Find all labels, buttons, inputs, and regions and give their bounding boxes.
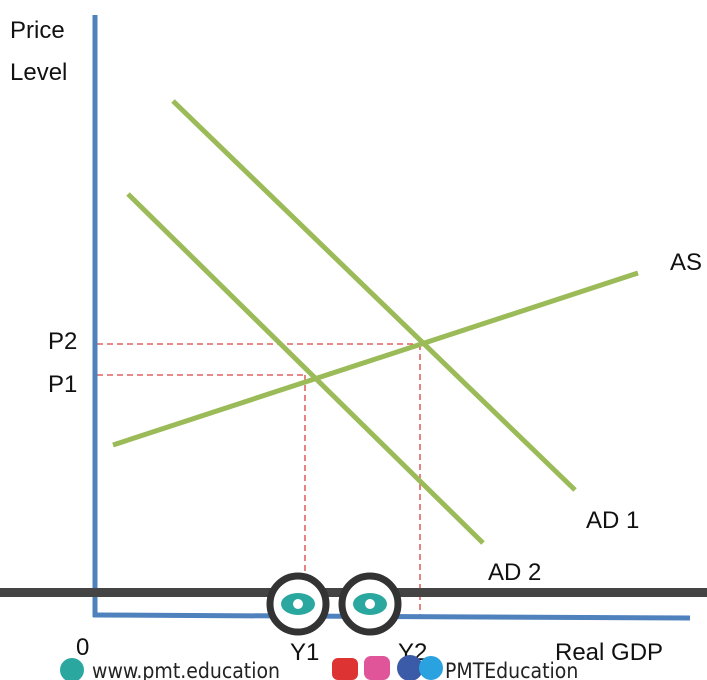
curves	[113, 101, 638, 543]
twitter-icon	[419, 656, 443, 680]
curve-label: AD 2	[488, 559, 541, 586]
y-axis-label: Price	[10, 17, 65, 44]
instagram-icon	[364, 656, 390, 680]
cursor-icon	[60, 658, 84, 680]
diagram: Price Level P2 P1 AS AD 1 AD 2 0 Y1 Y2 R…	[0, 0, 707, 680]
brand: PMTEducation	[445, 659, 578, 680]
output-label: Y1	[290, 639, 319, 666]
page: Price Level P2 P1 AS AD 1 AD 2 0 Y1 Y2 R…	[0, 0, 707, 680]
price-label: P2	[48, 328, 77, 355]
curve-label: AS	[670, 249, 702, 276]
price-label: P1	[48, 371, 77, 398]
website: www.pmt.education	[92, 659, 280, 680]
logo-glasses	[270, 576, 398, 632]
curve-label: AD 1	[586, 507, 639, 534]
youtube-icon	[332, 658, 358, 680]
y-axis-label: Level	[10, 59, 67, 86]
origin-label: 0	[76, 634, 89, 661]
